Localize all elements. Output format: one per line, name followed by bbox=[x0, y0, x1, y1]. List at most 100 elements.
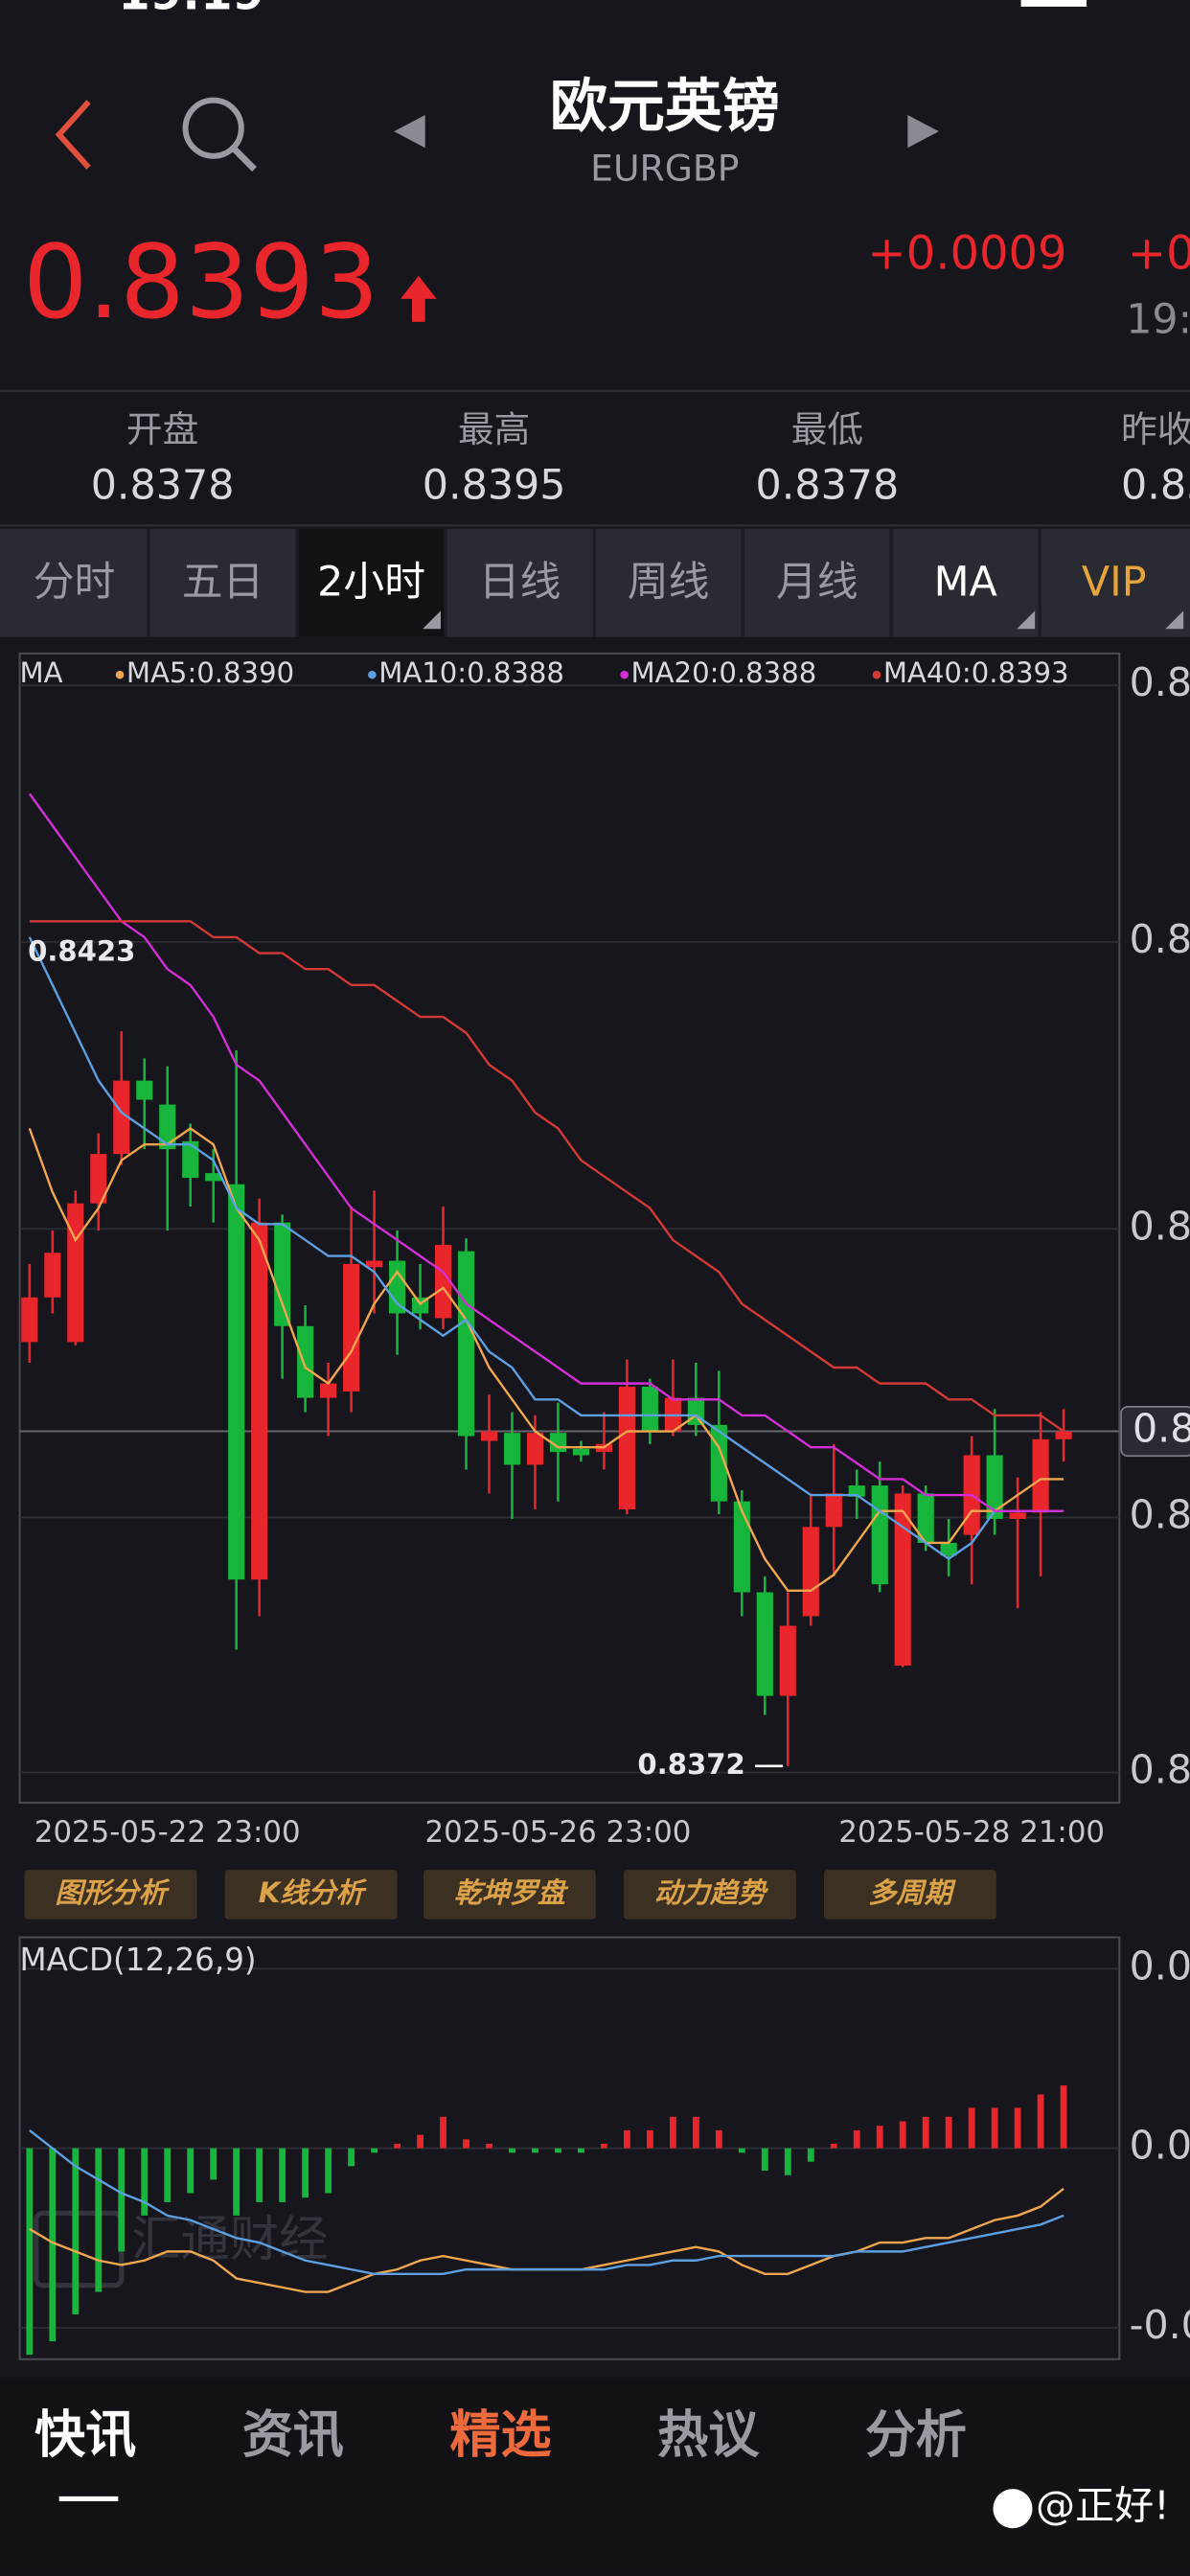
nav-item[interactable]: 热议 bbox=[657, 2405, 760, 2465]
candle-body bbox=[894, 1493, 911, 1667]
tab[interactable]: VIP bbox=[1082, 558, 1147, 606]
candle-body bbox=[526, 1433, 544, 1465]
tool-button[interactable]: 图形分析 bbox=[55, 1876, 170, 1909]
nav-item[interactable]: 资讯 bbox=[242, 2405, 344, 2465]
tool-button[interactable]: 多周期 bbox=[868, 1876, 956, 1909]
macd-bar bbox=[922, 2116, 929, 2149]
macd-bar bbox=[72, 2148, 80, 2314]
stat-value: 0.8378 bbox=[91, 461, 235, 509]
symbol-title: 欧元英镑 bbox=[550, 73, 780, 140]
macd-bar bbox=[509, 2148, 515, 2153]
legend-dot bbox=[368, 670, 377, 679]
indicator-line bbox=[28, 793, 1064, 1512]
macd-bar bbox=[187, 2148, 195, 2194]
status-time: 19:19 bbox=[118, 0, 264, 21]
y-tick-label: 0.0 bbox=[1130, 2123, 1190, 2169]
candle-body bbox=[205, 1173, 222, 1182]
price-change-pct: +0 bbox=[1128, 226, 1190, 280]
prev-symbol[interactable] bbox=[394, 114, 425, 149]
candle-body bbox=[618, 1386, 635, 1510]
tool-button-bg[interactable] bbox=[423, 1870, 596, 1920]
watermark-text: 汇通财经 bbox=[131, 2211, 328, 2268]
macd-bar bbox=[876, 2126, 883, 2149]
tab[interactable]: 分时 bbox=[34, 558, 116, 606]
tool-button-bg[interactable] bbox=[24, 1870, 197, 1920]
tab-dropdown-icon bbox=[1165, 610, 1184, 630]
macd-bar bbox=[807, 2148, 814, 2162]
price-change: +0.0009 bbox=[868, 226, 1067, 280]
tool-button-bg[interactable] bbox=[623, 1870, 796, 1920]
macd-bar bbox=[1060, 2085, 1067, 2149]
candle-body bbox=[182, 1140, 199, 1179]
macd-bar bbox=[325, 2148, 332, 2194]
macd-bar bbox=[945, 2116, 952, 2149]
annotation: 0.8423 bbox=[28, 935, 135, 968]
credit-icon bbox=[993, 2489, 1033, 2529]
candle-body bbox=[44, 1253, 61, 1298]
indicator-line bbox=[28, 936, 1064, 1561]
macd-bar bbox=[164, 2148, 172, 2202]
candle-body bbox=[90, 1154, 107, 1204]
credit: @正好! bbox=[1036, 2483, 1170, 2529]
macd-bar bbox=[279, 2148, 286, 2202]
candle-body bbox=[802, 1527, 819, 1617]
legend-dot bbox=[620, 670, 629, 679]
stat-value: 0.8378 bbox=[755, 461, 899, 509]
candle-body bbox=[986, 1455, 1003, 1520]
search-handle[interactable] bbox=[230, 145, 257, 172]
nav-item[interactable]: 精选 bbox=[449, 2405, 551, 2465]
candle-body bbox=[848, 1485, 865, 1497]
legend-title: MA bbox=[20, 656, 63, 689]
last-price: 0.8393 bbox=[23, 223, 379, 342]
candle-body bbox=[434, 1244, 452, 1319]
tab-dropdown-icon bbox=[423, 610, 441, 630]
candle-body bbox=[228, 1184, 245, 1580]
tool-button-bg[interactable] bbox=[224, 1870, 398, 1920]
tool-button[interactable]: K线分析 bbox=[259, 1876, 368, 1909]
macd-bar bbox=[692, 2116, 699, 2149]
macd-bar bbox=[233, 2148, 240, 2216]
tab[interactable]: 2小时 bbox=[317, 558, 425, 606]
candle-body bbox=[779, 1625, 796, 1696]
annotation: 0.8372 bbox=[637, 1748, 744, 1781]
macd-bar bbox=[738, 2148, 745, 2153]
next-symbol[interactable] bbox=[907, 114, 939, 149]
tab[interactable]: 日线 bbox=[479, 558, 561, 606]
nav-item[interactable]: 分析 bbox=[865, 2405, 967, 2465]
stat-label: 昨收 bbox=[1121, 408, 1190, 450]
legend-dot bbox=[872, 670, 881, 679]
search-button[interactable] bbox=[182, 97, 257, 172]
back-button[interactable] bbox=[55, 100, 91, 170]
macd-bar bbox=[348, 2148, 355, 2167]
nav-item[interactable]: 快讯 bbox=[34, 2405, 136, 2465]
candle-body bbox=[1009, 1512, 1026, 1520]
tab[interactable]: 周线 bbox=[628, 558, 710, 606]
search-icon[interactable] bbox=[182, 97, 244, 159]
candle-body bbox=[871, 1485, 888, 1585]
stat-value: 0.838 bbox=[1121, 461, 1190, 509]
macd-title: MACD(12,26,9) bbox=[20, 1942, 257, 1978]
macd-bar bbox=[899, 2121, 906, 2149]
tool-button[interactable]: 动力趋势 bbox=[654, 1876, 769, 1909]
tab[interactable]: 五日 bbox=[182, 558, 264, 606]
candle-body bbox=[733, 1501, 750, 1593]
quote-time: 19:1 bbox=[1126, 295, 1190, 343]
tool-button[interactable]: 乾坤罗盘 bbox=[454, 1876, 569, 1909]
plots: 0.8 0.8 0.8 0.8 0.8 0.8 2025-05-22 23:00 2025-0… bbox=[19, 656, 1190, 2356]
macd-bar bbox=[555, 2148, 561, 2153]
candle-body bbox=[940, 1542, 957, 1556]
macd-bar bbox=[256, 2148, 263, 2202]
candle-body bbox=[825, 1493, 842, 1528]
tool-button-bg[interactable] bbox=[823, 1870, 996, 1920]
macd-bar bbox=[669, 2116, 676, 2149]
candle-body bbox=[343, 1263, 360, 1392]
macd-bar bbox=[761, 2148, 768, 2172]
macd-bar bbox=[991, 2107, 998, 2149]
legend-entry: MA40:0.8393 bbox=[883, 656, 1069, 689]
tab[interactable]: MA bbox=[934, 558, 997, 606]
candle-body bbox=[67, 1203, 84, 1343]
macd-bar bbox=[532, 2148, 538, 2153]
tab[interactable]: 月线 bbox=[776, 558, 858, 606]
